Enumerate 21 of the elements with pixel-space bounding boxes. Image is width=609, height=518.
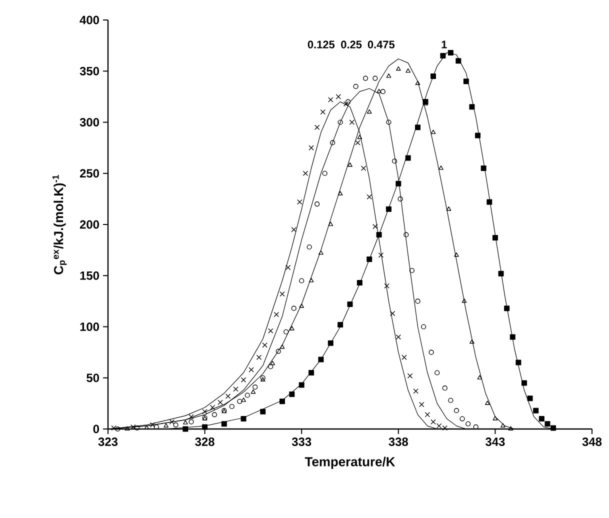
y-tick-label: 200 [80, 220, 99, 229]
x-tick-label: 323 [98, 438, 118, 446]
x-tick-label: 328 [195, 438, 214, 446]
x-tick-label: 343 [486, 438, 505, 446]
y-tick-label: 250 [80, 169, 99, 178]
y-tick-label: 300 [80, 118, 99, 126]
x-tick-label: 333 [292, 438, 312, 446]
y-axis-title: C$_{p}$$^{ex}$/kJ.(mol.K)$^{-1}$ [52, 174, 67, 274]
annotation: 0.475 [368, 40, 395, 48]
x-axis-title: Temperature/K [304, 456, 396, 469]
x-tick-label: 348 [582, 438, 602, 446]
y-tick-label: 100 [80, 322, 99, 331]
y-tick-label: 50 [86, 374, 100, 382]
annotation: 0.125 [308, 40, 335, 48]
annotation: 1 [442, 40, 447, 48]
y-tick-label: 350 [80, 66, 99, 76]
x-tick-label: 338 [388, 438, 408, 446]
y-tick-label: 150 [80, 271, 99, 280]
annotation: 0.25 [341, 40, 362, 48]
y-tick-label: 400 [80, 16, 99, 24]
y-tick-label: 0 [93, 424, 100, 434]
